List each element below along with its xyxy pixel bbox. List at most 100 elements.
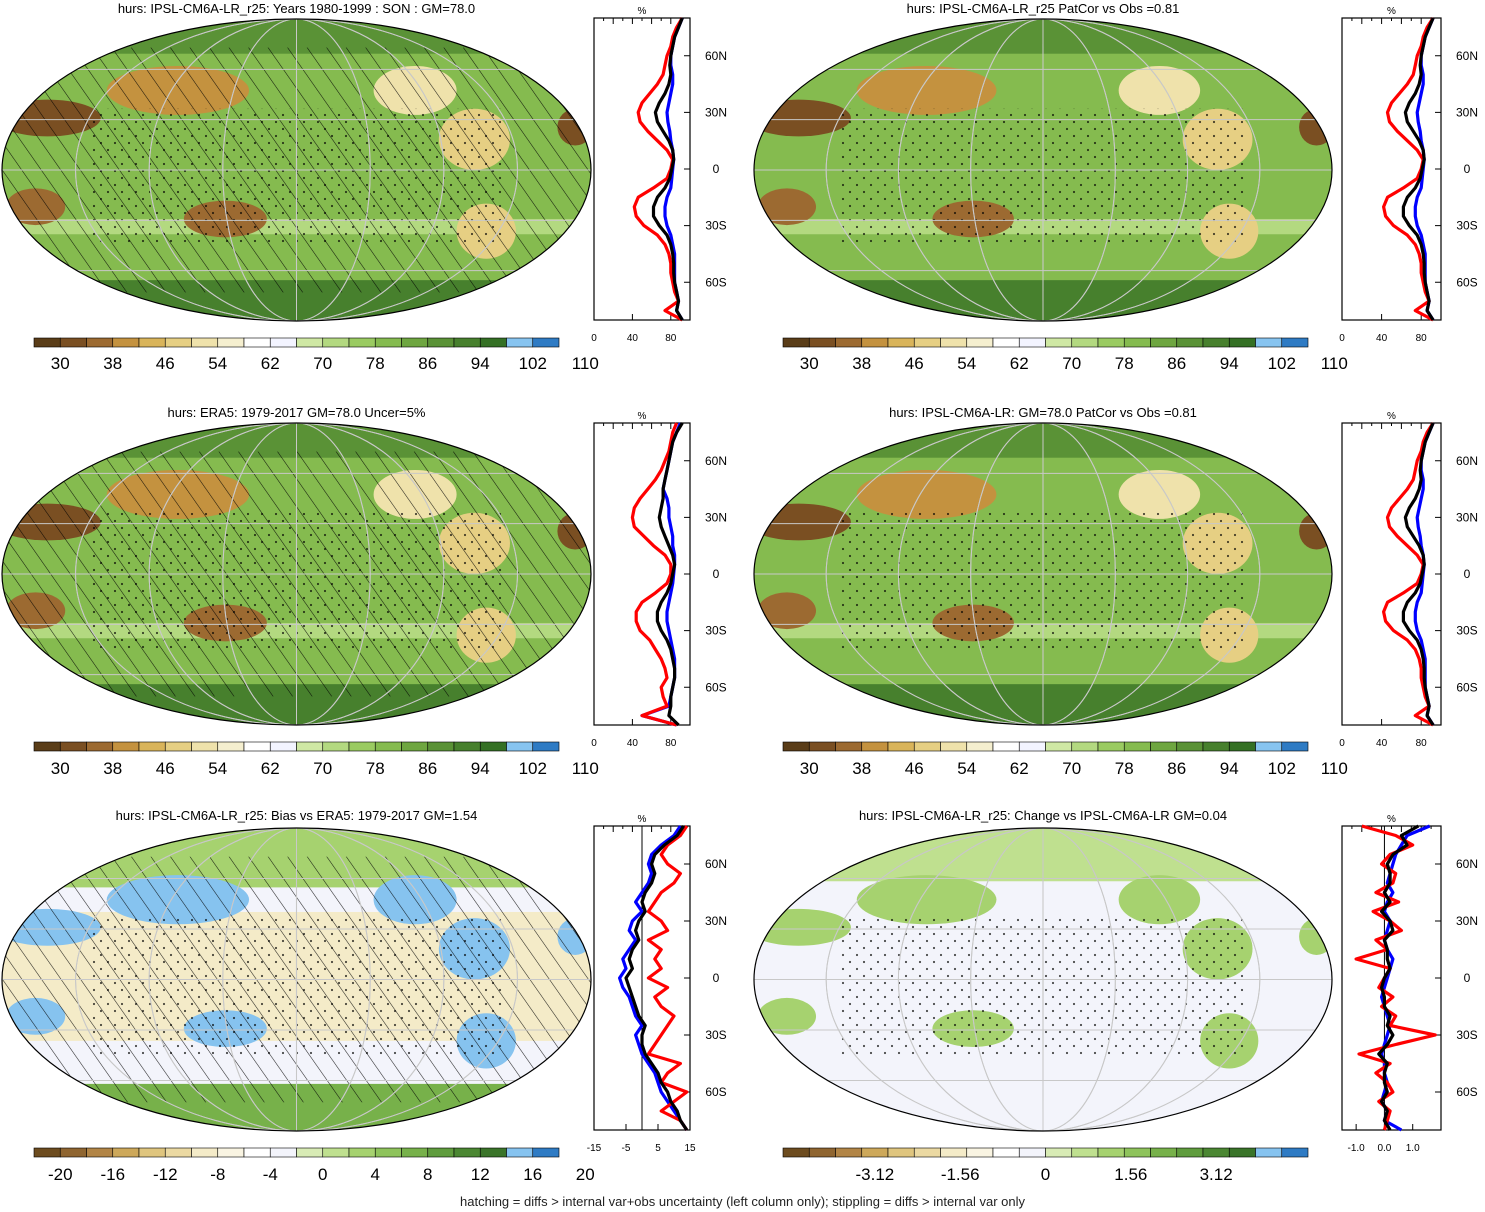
zonal-profile: % 0 40 80 60N 30N 0 30S 60S: [1339, 411, 1478, 749]
map-land-region: [1118, 875, 1201, 925]
panel-title: hurs: IPSL-CM6A-LR_r25: Years 1980-1999 …: [118, 1, 475, 16]
colorbar-label: 78: [1115, 759, 1134, 778]
colorbar-swatch: [374, 741, 402, 752]
profile-ytick-label: 30N: [705, 105, 727, 119]
colorbar-swatch: [427, 1147, 455, 1158]
colorbar-label: 38: [103, 759, 122, 778]
panel-title: hurs: IPSL-CM6A-LR: GM=78.0 PatCor vs Ob…: [889, 405, 1197, 420]
colorbar-swatch: [1018, 741, 1046, 752]
colorbar-swatch: [269, 337, 297, 348]
colorbar-swatch: [164, 741, 192, 752]
profile-xtick-label: 0: [1339, 333, 1345, 344]
colorbar: -3.12 -1.56 0 1.56 3.12: [782, 1147, 1309, 1184]
profile-ytick-label: 0: [713, 567, 720, 581]
colorbar-label: 30: [800, 759, 819, 778]
colorbar-label: 12: [471, 1165, 490, 1184]
colorbar-swatch: [33, 1147, 61, 1158]
map-land-region: [757, 592, 817, 630]
graticule-meridian: [75, 828, 518, 1131]
colorbar-label: 86: [1167, 759, 1186, 778]
map-land-region: [757, 188, 817, 226]
map-outline: [753, 18, 1333, 322]
profile-ytick-label: 60S: [1456, 680, 1477, 694]
colorbar-label: 46: [156, 759, 175, 778]
profile-ytick-label: 60N: [1456, 49, 1478, 63]
colorbar-swatch: [348, 741, 376, 752]
graticule-meridian: [148, 19, 445, 321]
graticule-meridian: [75, 19, 518, 321]
profile-ytick-label: 30N: [1456, 914, 1478, 928]
colorbar-label: 0: [1041, 1165, 1050, 1184]
colorbar-swatch: [1176, 741, 1204, 752]
profile-ytick-label: 60N: [705, 454, 727, 468]
colorbar-label: 110: [572, 759, 599, 778]
colorbar-label: -20: [48, 1165, 73, 1184]
colorbar-label: -8: [210, 1165, 225, 1184]
colorbar-swatch: [401, 1147, 429, 1158]
map-land-region: [1118, 469, 1201, 519]
colorbar-swatch: [1071, 337, 1099, 348]
profile-xtick-label: 1.0: [1406, 1143, 1420, 1154]
colorbar-swatch: [1045, 741, 1073, 752]
colorbar-label: 1.56: [1114, 1165, 1147, 1184]
map-land-region: [754, 99, 851, 137]
graticule-meridian: [897, 423, 1189, 725]
profile-ytick-label: 30S: [1456, 624, 1477, 638]
zonal-profile: % -1.0 0.0 1.0 60N 30N 0 30S 60S: [1341, 814, 1478, 1154]
profile-ytick-label: 30N: [705, 510, 727, 524]
colorbar-swatch: [992, 337, 1020, 348]
map-land-region: [754, 908, 851, 946]
colorbar-swatch: [1255, 1147, 1283, 1158]
colorbar-swatch: [835, 1147, 863, 1158]
colorbar-label: 78: [1115, 354, 1134, 373]
colorbar-swatch: [33, 337, 61, 348]
graticule-meridian: [222, 423, 371, 725]
profile-series-black: [1377, 824, 1420, 1131]
profile-ytick-label: 0: [713, 162, 720, 176]
map-outline: [1, 827, 592, 1132]
colorbar-swatch: [59, 741, 87, 752]
panel-3: hurs: ERA5: 1979-2017 GM=78.0 Uncer=5% 30…: [1, 405, 727, 778]
colorbar-label: -12: [153, 1165, 178, 1184]
colorbar-swatch: [966, 741, 994, 752]
colorbar-label: 78: [366, 354, 385, 373]
colorbar-swatch: [966, 337, 994, 348]
profile-ytick-label: 0: [1464, 971, 1471, 985]
colorbar-swatch: [1228, 1147, 1256, 1158]
profile-series-red: [630, 422, 679, 727]
colorbar-label: 0: [318, 1165, 327, 1184]
colorbar-swatch: [33, 741, 61, 752]
colorbar-swatch: [217, 741, 245, 752]
colorbar-swatch: [966, 1147, 994, 1158]
colorbar-swatch: [296, 1147, 324, 1158]
profile-xtick-label: 0: [591, 738, 597, 749]
colorbar-swatch: [296, 741, 324, 752]
colorbar-swatch: [401, 741, 429, 752]
colorbar-swatch: [1255, 741, 1283, 752]
colorbar-label: 110: [1321, 354, 1348, 373]
colorbar-swatch: [59, 337, 87, 348]
profile-ytick-label: 0: [1464, 567, 1471, 581]
colorbar: 30 38 46 54 62 70 78 86 94 102 110: [33, 337, 599, 373]
colorbar-swatch: [1150, 741, 1178, 752]
colorbar-label: 30: [51, 759, 70, 778]
colorbar-swatch: [1018, 1147, 1046, 1158]
profile-series-black: [655, 422, 684, 727]
colorbar-swatch: [217, 337, 245, 348]
colorbar-swatch: [532, 1147, 560, 1158]
profile-ytick-label: 60N: [1456, 454, 1478, 468]
colorbar: 30 38 46 54 62 70 78 86 94 102 110: [33, 741, 599, 778]
profile-xtick-label: 40: [1376, 333, 1388, 344]
colorbar-label: 4: [371, 1165, 380, 1184]
map-outline: [1, 422, 592, 726]
graticule-meridian: [222, 19, 371, 321]
map-land-region: [1118, 65, 1201, 115]
colorbar-swatch: [374, 1147, 402, 1158]
colorbar-swatch: [782, 741, 810, 752]
profile-xtick-label: 80: [665, 333, 677, 344]
profile-xtick-label: -5: [622, 1143, 631, 1154]
colorbar-swatch: [1097, 741, 1125, 752]
graticule-meridian: [148, 423, 445, 725]
colorbar-swatch: [808, 1147, 836, 1158]
